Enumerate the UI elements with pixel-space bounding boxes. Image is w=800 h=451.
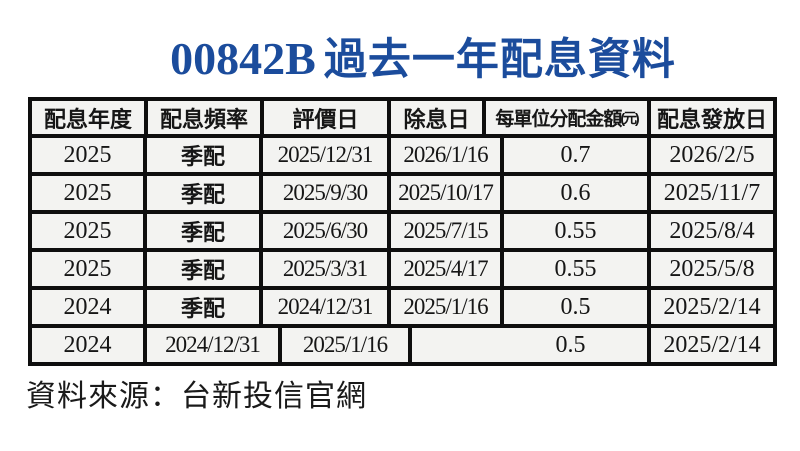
header-row: 配息年度 配息頻率 評價日 除息日 每單位分配金額 (元) 配息發放日 (32, 101, 773, 134)
year-cell: 2025 (32, 138, 143, 172)
table-row-merged: 2024 2024/12/31 2025/1/16 0.5 2025/2/14 (32, 328, 773, 362)
ex-dividend-date-cell: 2025/1/16 (391, 290, 500, 324)
frequency-cell: 季配 (147, 290, 259, 324)
header-valuation-date: 評價日 (264, 101, 387, 134)
payment-date-cell: 2025/2/14 (651, 290, 773, 324)
amount-cell: 0.5 (504, 290, 647, 324)
amount-unit-suffix: (元) (620, 109, 639, 126)
amount-cell-merged: 0.5 (412, 328, 647, 362)
year-cell: 2025 (32, 252, 143, 286)
amount-cell: 0.55 (504, 252, 647, 286)
payment-date-cell: 2025/2/14 (651, 328, 773, 362)
amount-cell: 0.7 (504, 138, 647, 172)
amount-cell: 0.55 (504, 214, 647, 248)
fund-code: 00842B (170, 33, 316, 84)
valuation-date-cell: 2025/6/30 (263, 214, 387, 248)
frequency-cell: 季配 (147, 138, 259, 172)
payment-date-cell: 2025/5/8 (651, 252, 773, 286)
valuation-date-cell: 2025/12/31 (263, 138, 387, 172)
table-row: 2025 季配 2025/9/30 2025/10/17 0.6 2025/11… (32, 176, 773, 210)
year-cell: 2025 (32, 214, 143, 248)
table-row: 2025 季配 2025/6/30 2025/7/15 0.55 2025/8/… (32, 214, 773, 248)
frequency-cell: 季配 (147, 252, 259, 286)
ex-dividend-date-cell: 2025/4/17 (391, 252, 500, 286)
ex-dividend-date-cell: 2025/10/17 (391, 176, 500, 210)
header-amount-per-unit: 每單位分配金額 (元) (486, 101, 647, 134)
page-title: 00842B 過去一年配息資料 (0, 33, 800, 85)
year-cell: 2025 (32, 176, 143, 210)
year-cell: 2024 (32, 290, 143, 324)
valuation-date-cell: 2024/12/31 (263, 290, 387, 324)
amount-cell: 0.6 (504, 176, 647, 210)
ex-dividend-date-cell: 2026/1/16 (391, 138, 500, 172)
header-payment-date: 配息發放日 (651, 101, 773, 134)
year-cell: 2024 (32, 328, 143, 362)
header-year: 配息年度 (32, 101, 144, 134)
header-ex-dividend-date: 除息日 (391, 101, 482, 134)
frequency-cell: 季配 (147, 176, 259, 210)
valuation-date-cell: 2025/3/31 (263, 252, 387, 286)
page-title-text: 過去一年配息資料 (323, 36, 676, 84)
table-row: 2024 季配 2024/12/31 2025/1/16 0.5 2025/2/… (32, 290, 773, 324)
source-text: 資料來源：台新投信官網 (26, 380, 367, 413)
payment-date-cell: 2025/11/7 (651, 176, 773, 210)
dividend-table: 配息年度 配息頻率 評價日 除息日 每單位分配金額 (元) 配息發放日 2025 … (28, 97, 777, 366)
header-frequency: 配息頻率 (148, 101, 260, 134)
table-row: 2025 季配 2025/3/31 2025/4/17 0.55 2025/5/… (32, 252, 773, 286)
valuation-date-cell: 2024/12/31 (147, 328, 278, 362)
frequency-cell: 季配 (147, 214, 259, 248)
table-row: 2025 季配 2025/12/31 2026/1/16 0.7 2026/2/… (32, 138, 773, 172)
payment-date-cell: 2026/2/5 (651, 138, 773, 172)
ex-dividend-date-cell: 2025/7/15 (391, 214, 500, 248)
valuation-date-cell: 2025/9/30 (263, 176, 387, 210)
payment-date-cell: 2025/8/4 (651, 214, 773, 248)
ex-dividend-date-cell: 2025/1/16 (282, 328, 408, 362)
